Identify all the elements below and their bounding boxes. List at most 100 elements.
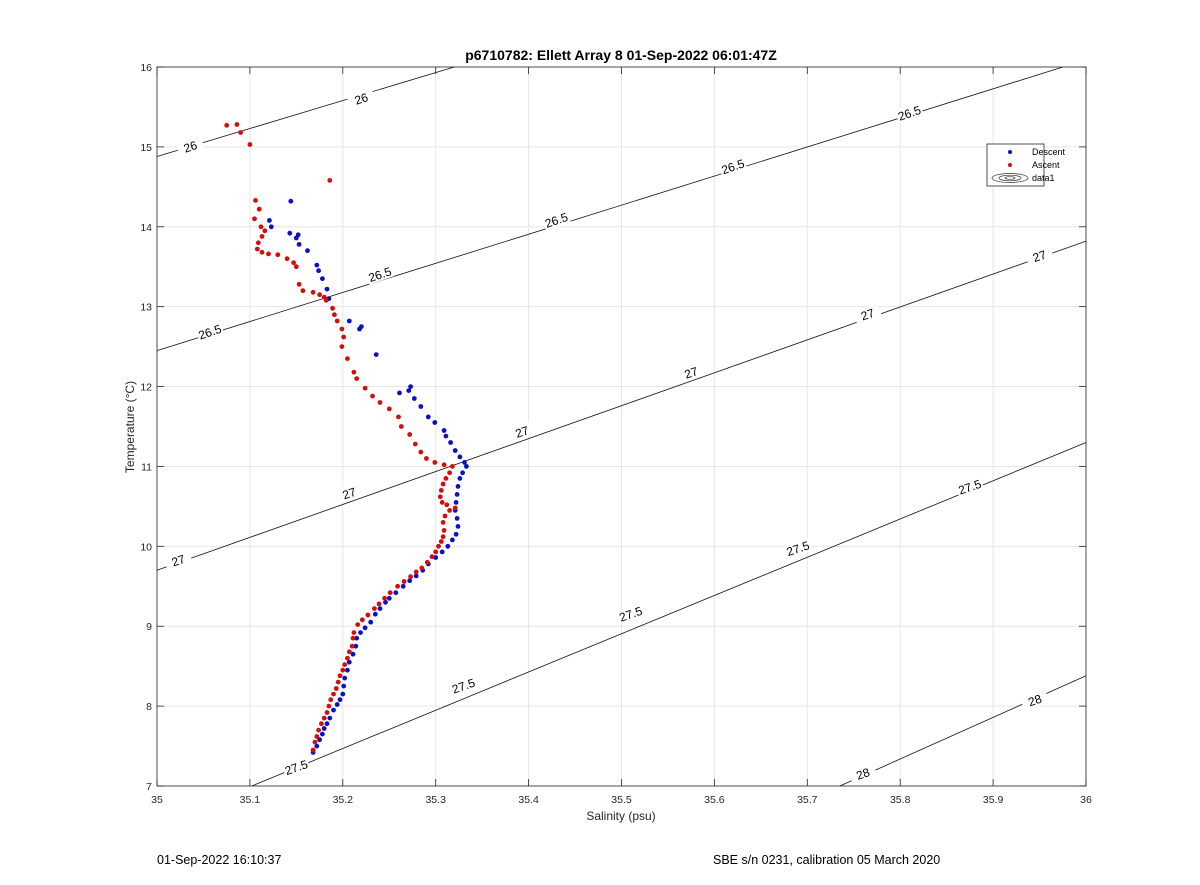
isopycnal-label: 27.5 <box>957 477 984 498</box>
data-point-ascent <box>441 528 447 533</box>
isopycnal-label-bg <box>346 87 376 109</box>
isopycnal-line-28 <box>839 675 1087 787</box>
data-point-ascent <box>317 292 322 298</box>
data-point-ascent <box>365 612 371 618</box>
footer-calibration: SBE s/n 0231, calibration 05 March 2020 <box>713 853 941 867</box>
data-point-descent <box>400 583 406 589</box>
data-point-ascent <box>254 246 260 252</box>
data-point-ascent <box>429 554 435 560</box>
data-point-ascent <box>316 727 321 733</box>
x-tick-label: 35.5 <box>611 794 632 806</box>
isopycnal-line-26-5 <box>156 66 1063 351</box>
data-point-ascent <box>334 318 340 324</box>
x-axis-label: Salinity (psu) <box>586 809 655 823</box>
series-ascent <box>224 122 458 753</box>
data-point-ascent <box>266 251 271 257</box>
data-point-ascent <box>349 643 355 649</box>
data-point-ascent <box>275 252 281 258</box>
data-point-descent <box>342 675 348 681</box>
data-point-ascent <box>321 715 327 721</box>
data-point-descent <box>377 606 383 611</box>
data-point-ascent <box>337 673 343 679</box>
x-axis-ticks: 35 35.1 35.2 35.3 35.4 35.5 35.6 35.7 35.8 35.9 36 <box>151 67 1092 806</box>
data-point-descent <box>316 268 321 274</box>
data-point-ascent <box>326 703 332 709</box>
isopycnal-label-bg <box>195 320 225 343</box>
isopycnal-label: 27 <box>341 485 358 503</box>
y-axis-label: Temperature (°C) <box>123 381 137 473</box>
data-point-ascent <box>234 122 240 127</box>
data-point-descent <box>454 516 460 521</box>
grid <box>156 66 1087 787</box>
x-tick-label: 35 <box>151 794 163 806</box>
data-point-descent <box>408 384 413 389</box>
data-point-descent <box>448 440 453 445</box>
data-point-ascent <box>346 649 352 655</box>
data-point-descent <box>354 635 360 641</box>
isopycnal-label-bg <box>1024 244 1054 267</box>
data-point-ascent <box>339 326 345 332</box>
data-point-ascent <box>359 617 365 623</box>
data-point-ascent <box>332 312 337 318</box>
data-point-descent <box>455 524 461 529</box>
isopycnal-line-26 <box>156 66 455 157</box>
data-point-ascent <box>262 228 268 234</box>
data-point-ascent <box>433 549 439 555</box>
data-point-ascent <box>437 494 443 500</box>
y-tick-label: 13 <box>140 302 152 314</box>
data-point-descent <box>443 433 449 439</box>
data-point-descent <box>450 537 455 543</box>
isopycnal-label-bg <box>852 302 882 325</box>
data-point-descent <box>464 464 469 469</box>
isopycnal-label-bg <box>365 262 395 285</box>
data-point-ascent <box>447 470 452 476</box>
isopycnal-label: 27 <box>514 423 531 441</box>
legend-marker-descent <box>1008 150 1012 154</box>
data-point-ascent <box>412 441 418 447</box>
data-point-descent <box>432 420 438 425</box>
data-point-descent <box>383 599 388 605</box>
legend[interactable]: Descent Ascent data1 <box>986 143 1066 187</box>
y-tick-label: 9 <box>146 621 152 633</box>
data-point-descent <box>453 500 459 505</box>
data-point-descent <box>460 470 465 476</box>
isopycnal-label: 28 <box>854 765 871 783</box>
y-tick-label: 14 <box>140 222 152 234</box>
data-point-descent <box>341 683 347 689</box>
isopycnal-label-bg <box>676 361 706 383</box>
isopycnal-label-bg <box>281 755 311 778</box>
data-point-descent <box>373 352 379 357</box>
data-point-descent <box>368 619 374 625</box>
y-tick-label: 16 <box>140 62 152 74</box>
data-point-descent <box>433 555 439 560</box>
y-tick-label: 15 <box>140 142 152 154</box>
data-point-descent <box>320 276 325 282</box>
data-point-ascent <box>438 488 444 493</box>
data-point-ascent <box>401 579 407 584</box>
data-points <box>224 122 469 755</box>
data-point-ascent <box>259 234 265 239</box>
data-point-descent <box>268 224 274 230</box>
isopycnal-label-bg <box>448 674 478 697</box>
data-point-descent <box>362 625 368 631</box>
data-point-ascent <box>293 264 299 270</box>
y-axis-ticks: 7 8 9 10 11 12 13 14 15 16 <box>140 62 1086 793</box>
data-point-ascent <box>377 400 383 405</box>
data-point-ascent <box>439 500 445 505</box>
data-point-ascent <box>335 679 341 685</box>
y-tick-label: 7 <box>146 781 152 793</box>
isopycnal-label: 27.5 <box>283 757 310 778</box>
data-point-descent <box>295 232 301 238</box>
data-point-ascent <box>354 376 360 381</box>
data-point-ascent <box>408 574 413 580</box>
data-point-ascent <box>314 734 320 739</box>
y-tick-label: 12 <box>140 382 152 394</box>
data-point-ascent <box>424 456 429 461</box>
x-tick-label: 35.4 <box>518 794 539 806</box>
data-point-ascent <box>382 595 387 601</box>
data-point-descent <box>411 396 417 401</box>
data-point-descent <box>453 531 459 537</box>
data-point-ascent <box>259 249 265 255</box>
isopycnal-line-27-5 <box>251 442 1087 787</box>
isopycnal-label-bg <box>163 548 193 571</box>
